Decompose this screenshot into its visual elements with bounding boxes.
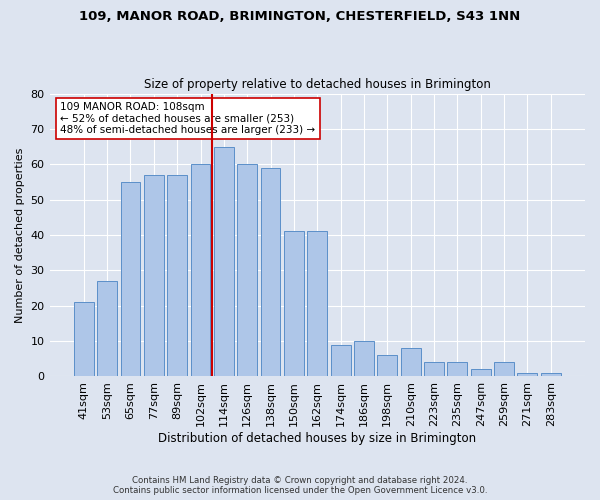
Bar bbox=[541, 373, 560, 376]
Bar bbox=[471, 370, 491, 376]
Bar bbox=[401, 348, 421, 376]
Bar bbox=[214, 146, 234, 376]
Bar bbox=[354, 341, 374, 376]
X-axis label: Distribution of detached houses by size in Brimington: Distribution of detached houses by size … bbox=[158, 432, 476, 445]
Bar bbox=[121, 182, 140, 376]
Bar bbox=[517, 373, 538, 376]
Bar bbox=[74, 302, 94, 376]
Title: Size of property relative to detached houses in Brimington: Size of property relative to detached ho… bbox=[144, 78, 491, 91]
Bar bbox=[191, 164, 211, 376]
Text: 109, MANOR ROAD, BRIMINGTON, CHESTERFIELD, S43 1NN: 109, MANOR ROAD, BRIMINGTON, CHESTERFIEL… bbox=[79, 10, 521, 23]
Text: Contains HM Land Registry data © Crown copyright and database right 2024.
Contai: Contains HM Land Registry data © Crown c… bbox=[113, 476, 487, 495]
Bar bbox=[307, 232, 327, 376]
Bar bbox=[331, 344, 350, 376]
Bar bbox=[260, 168, 280, 376]
Bar bbox=[377, 355, 397, 376]
Bar bbox=[97, 281, 117, 376]
Text: 109 MANOR ROAD: 108sqm
← 52% of detached houses are smaller (253)
48% of semi-de: 109 MANOR ROAD: 108sqm ← 52% of detached… bbox=[60, 102, 316, 135]
Bar bbox=[284, 232, 304, 376]
Bar bbox=[167, 175, 187, 376]
Y-axis label: Number of detached properties: Number of detached properties bbox=[15, 148, 25, 322]
Bar bbox=[448, 362, 467, 376]
Bar bbox=[238, 164, 257, 376]
Bar bbox=[424, 362, 444, 376]
Bar bbox=[494, 362, 514, 376]
Bar bbox=[144, 175, 164, 376]
